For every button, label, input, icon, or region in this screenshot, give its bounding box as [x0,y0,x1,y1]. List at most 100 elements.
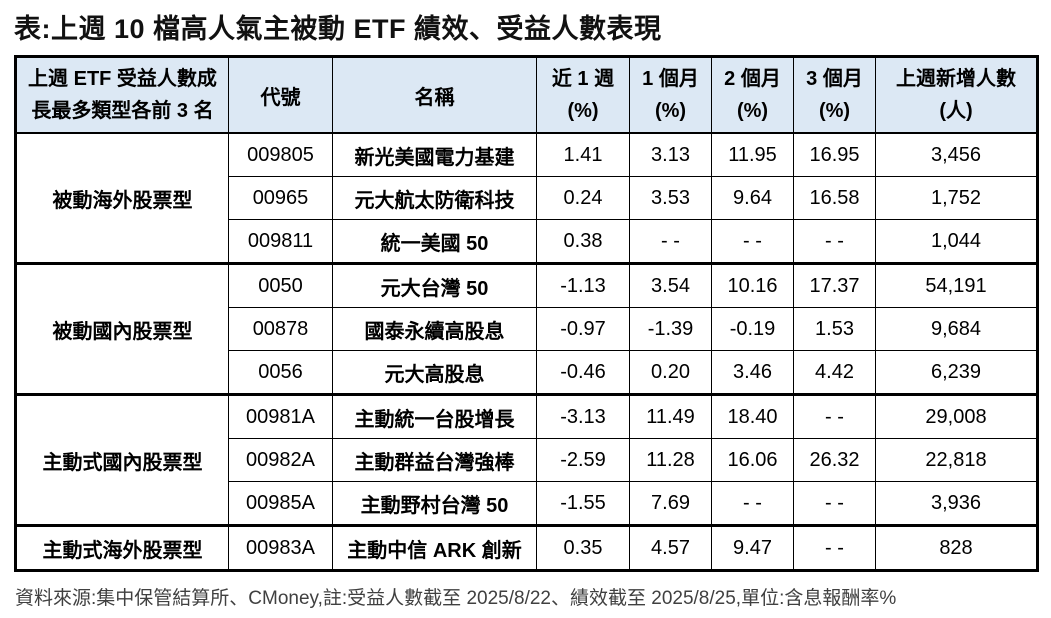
code-cell: 00878 [228,307,333,351]
header-1week-label: 近 1 週 [551,68,615,90]
category-cell: 被動海外股票型 [15,132,229,264]
perf-3m-cell: - - [793,524,876,571]
header-name: 名稱 [332,56,537,134]
header-new-holders-unit: (人) [939,100,973,122]
header-3month-label: 3 個月 [806,68,863,90]
perf-1w-cell: -2.59 [536,438,630,482]
perf-2m-cell: - - [711,219,794,264]
table-row: 主動式國內股票型 00981A 主動統一台股增長 -3.13 11.49 18.… [15,393,1038,526]
new-holders-cell: 1,752 [875,176,1038,220]
perf-1m-cell: - - [629,219,712,264]
perf-2m-cell: 16.06 [711,438,794,482]
category-cell: 被動國內股票型 [15,262,229,395]
perf-2m-cell: 18.40 [711,393,794,439]
category-cell: 主動式海外股票型 [15,524,229,571]
perf-3m-cell: 1.53 [793,307,876,351]
perf-1w-cell: -0.46 [536,350,630,395]
new-holders-cell: 22,818 [875,438,1038,482]
code-cell: 009811 [228,219,333,264]
header-category: 上週 ETF 受益人數成 長最多類型各前 3 名 [15,56,229,134]
table-row: 00985A 主動野村台灣 50 -1.55 7.69 - - - - 3,93… [16,481,1038,526]
header-new-holders-label: 上週新增人數 [896,68,1016,90]
perf-1w-cell: -1.13 [536,262,630,308]
header-1month-label: 1 個月 [642,68,699,90]
code-cell: 009805 [228,132,333,177]
name-cell: 新光美國電力基建 [332,132,537,177]
code-cell: 00981A [228,393,333,439]
new-holders-cell: 828 [875,524,1038,571]
header-1month: 1 個月 (%) [629,56,712,134]
perf-1m-cell: 3.54 [629,262,712,308]
perf-1w-cell: -1.55 [536,481,630,526]
name-cell: 國泰永續高股息 [332,307,537,351]
header-3month-unit: (%) [818,100,851,122]
header-category-line1: 上週 ETF 受益人數成 [28,68,217,90]
perf-3m-cell: 16.95 [793,132,876,177]
code-cell: 00983A [228,524,333,571]
header-2month-label: 2 個月 [724,68,781,90]
code-cell: 0056 [228,350,333,395]
table-row: 被動國內股票型 0050 元大台灣 50 -1.13 3.54 10.16 17… [15,262,1038,395]
name-cell: 主動中信 ARK 創新 [332,524,537,571]
perf-1w-cell: 0.35 [536,524,630,571]
perf-1w-cell: 1.41 [536,132,630,177]
perf-2m-cell: 3.46 [711,350,794,395]
table-row: 009811 統一美國 50 0.38 - - - - - - 1,044 [16,219,1038,264]
header-row: 上週 ETF 受益人數成 長最多類型各前 3 名 代號 名稱 近 1 週 (%)… [15,56,1038,134]
header-2month: 2 個月 (%) [711,56,794,134]
new-holders-cell: 54,191 [875,262,1038,308]
header-code: 代號 [228,56,333,134]
header-1month-unit: (%) [654,100,687,122]
perf-3m-cell: 17.37 [793,262,876,308]
perf-3m-cell: 26.32 [793,438,876,482]
perf-1m-cell: 11.49 [629,393,712,439]
name-cell: 元大高股息 [332,350,537,395]
code-cell: 00965 [228,176,333,220]
name-cell: 元大航太防衛科技 [332,176,537,220]
perf-1m-cell: 11.28 [629,438,712,482]
perf-1w-cell: -3.13 [536,393,630,439]
perf-1w-cell: -0.97 [536,307,630,351]
perf-1m-cell: 7.69 [629,481,712,526]
page-title: 表:上週 10 檔高人氣主被動 ETF 績效、受益人數表現 [14,14,662,44]
new-holders-cell: 29,008 [875,393,1038,439]
table-row: 0056 元大高股息 -0.46 0.20 3.46 4.42 6,239 [16,350,1038,395]
table-row: 00878 國泰永續高股息 -0.97 -1.39 -0.19 1.53 9,6… [16,307,1038,351]
table-row: 主動式海外股票型 00983A 主動中信 ARK 創新 0.35 4.57 9.… [15,524,1038,571]
perf-3m-cell: - - [793,393,876,439]
header-1week-unit: (%) [567,100,599,122]
perf-3m-cell: - - [793,481,876,526]
new-holders-cell: 3,936 [875,481,1038,526]
perf-3m-cell: - - [793,219,876,264]
perf-1m-cell: 0.20 [629,350,712,395]
table-row: 00965 元大航太防衛科技 0.24 3.53 9.64 16.58 1,75… [16,176,1038,220]
header-new-holders: 上週新增人數 (人) [875,56,1038,134]
header-3month: 3 個月 (%) [793,56,876,134]
header-2month-unit: (%) [736,100,769,122]
code-cell: 0050 [228,262,333,308]
perf-1m-cell: 4.57 [629,524,712,571]
category-cell: 主動式國內股票型 [15,393,229,526]
perf-1m-cell: -1.39 [629,307,712,351]
table-row: 被動海外股票型 009805 新光美國電力基建 1.41 3.13 11.95 … [15,132,1038,264]
perf-3m-cell: 4.42 [793,350,876,395]
perf-2m-cell: 10.16 [711,262,794,308]
new-holders-cell: 1,044 [875,219,1038,264]
perf-3m-cell: 16.58 [793,176,876,220]
perf-2m-cell: 11.95 [711,132,794,177]
name-cell: 主動統一台股增長 [332,393,537,439]
new-holders-cell: 9,684 [875,307,1038,351]
perf-2m-cell: - - [711,481,794,526]
name-cell: 統一美國 50 [332,219,537,264]
code-cell: 00982A [228,438,333,482]
perf-1m-cell: 3.53 [629,176,712,220]
name-cell: 主動野村台灣 50 [332,481,537,526]
name-cell: 主動群益台灣強棒 [332,438,537,482]
perf-2m-cell: 9.64 [711,176,794,220]
new-holders-cell: 6,239 [875,350,1038,395]
header-1week: 近 1 週 (%) [536,56,630,134]
perf-1w-cell: 0.38 [536,219,630,264]
etf-performance-table: 上週 ETF 受益人數成 長最多類型各前 3 名 代號 名稱 近 1 週 (%)… [14,55,1039,572]
perf-2m-cell: -0.19 [711,307,794,351]
